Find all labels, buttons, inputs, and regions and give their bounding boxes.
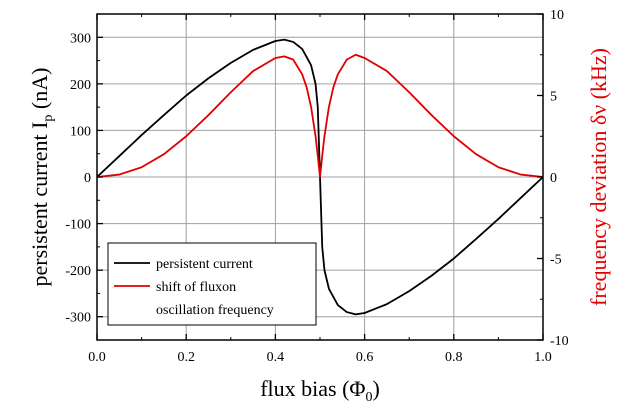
x-tick-label: 0.2	[177, 350, 195, 365]
y-right-tick-label: 5	[550, 90, 557, 105]
legend: persistent current shift of fluxon oscil…	[107, 242, 317, 326]
y-left-tick-label: 300	[70, 31, 91, 46]
y-left-tick-label: -100	[65, 218, 91, 233]
y-left-tick-label: -300	[65, 311, 91, 326]
tick-marks	[96, 13, 544, 341]
y-right-tick-label: 0	[550, 171, 557, 186]
tick-labels: 0.0 0.2 0.4 0.6 0.8 1.0-300-200-1000100200300…	[65, 8, 568, 365]
x-tick-label: 0.0	[88, 350, 106, 365]
x-axis-title: flux bias (Φ0)	[260, 376, 380, 404]
x-tick-label: 0.4	[267, 350, 285, 365]
legend-label-persistent-current: persistent current	[156, 257, 253, 272]
y-right-tick-label: -5	[550, 253, 562, 268]
series-line-frequency-shift	[96, 53, 544, 178]
y-axis-right-title: frequency deviation δν (kHz)	[586, 48, 611, 306]
y-right-tick-label: 10	[550, 8, 564, 23]
x-tick-label: 0.6	[356, 350, 374, 365]
y-left-tick-label: 100	[70, 124, 91, 139]
y-axis-left-title: persistent current Ip (nA)	[27, 68, 56, 287]
y-left-tick-label: 0	[84, 171, 91, 186]
y-right-tick-label: -10	[550, 334, 569, 349]
legend-label-frequency-shift-line2: oscillation frequency	[156, 303, 274, 318]
x-tick-label: 1.0	[534, 350, 552, 365]
legend-label-frequency-shift-line1: shift of fluxon	[156, 280, 236, 295]
y-left-tick-label: 200	[70, 78, 91, 93]
legend-box	[107, 242, 317, 326]
series-layer	[96, 38, 544, 316]
y-left-tick-label: -200	[65, 264, 91, 279]
x-tick-label: 0.8	[445, 350, 463, 365]
